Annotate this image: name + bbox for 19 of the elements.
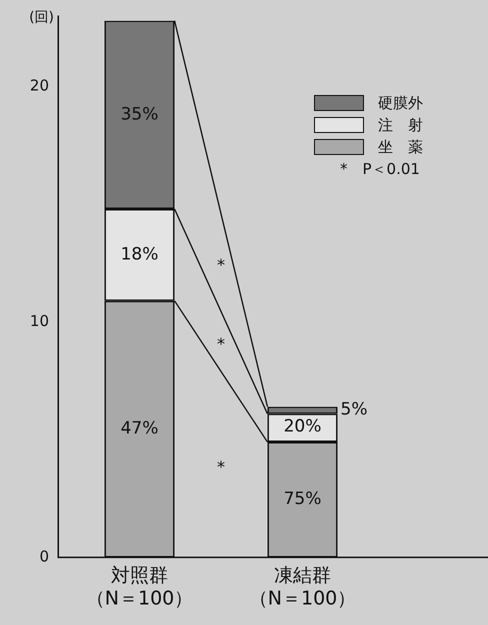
annotation: * P＜0.01 <box>339 158 421 180</box>
x-tick-label: 凍結群（N＝100） <box>248 564 356 610</box>
annotation: 20% <box>284 416 322 437</box>
annotation: 18% <box>120 244 158 264</box>
annotation: * <box>217 458 225 477</box>
annotation: * <box>217 334 225 354</box>
y-tick-label: 0 <box>39 547 49 566</box>
y-tick-label: 20 <box>30 76 49 95</box>
annotation: 75% <box>284 489 322 510</box>
x-tick-label: 対照群（N＝100） <box>86 564 194 610</box>
y-axis-title: (回) <box>29 10 54 26</box>
annotation: 5% <box>340 400 368 420</box>
annotation: 35% <box>120 104 158 124</box>
y-tick-label: 10 <box>30 312 49 330</box>
annotation: * <box>217 256 225 275</box>
annotation: 47% <box>120 418 158 439</box>
legend-label: 注 射 <box>378 116 423 134</box>
legend-label: 硬膜外 <box>378 94 423 112</box>
legend-label: 坐 薬 <box>378 138 423 156</box>
